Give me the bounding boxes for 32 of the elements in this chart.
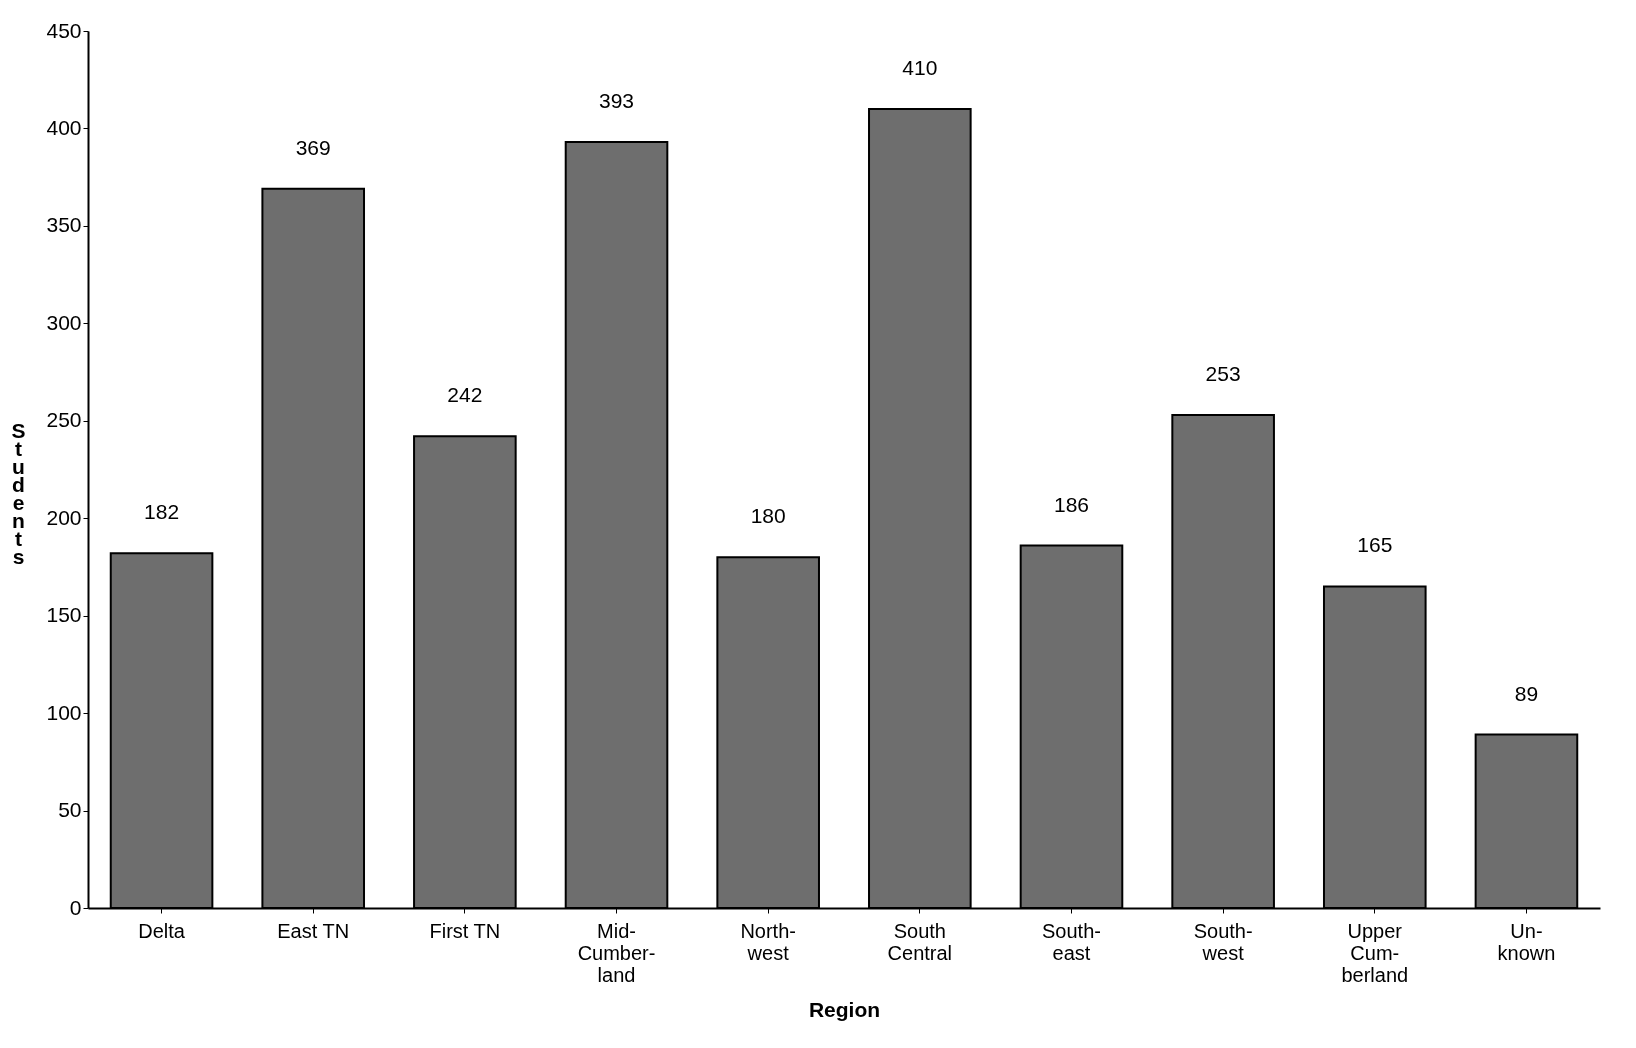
x-tick-label: East TN <box>277 919 350 942</box>
data-label: 89 <box>1514 681 1539 705</box>
data-label: 369 <box>295 135 331 159</box>
x-tick-label: Un- known <box>1497 919 1556 964</box>
x-tick-label: South Central <box>887 919 953 964</box>
y-tick-label: 100 <box>46 700 82 724</box>
x-axis-title: Region <box>808 997 881 1021</box>
x-tick-label: Delta <box>138 919 186 942</box>
y-tick-label: 350 <box>46 213 82 237</box>
data-label: 253 <box>1205 361 1241 385</box>
y-tick-label: 150 <box>46 603 82 627</box>
data-label: 165 <box>1357 533 1393 557</box>
y-tick-label: 50 <box>58 798 82 822</box>
y-tick-label: 400 <box>46 115 82 139</box>
data-label: 410 <box>902 55 938 79</box>
x-tick-label: South- east <box>1042 919 1101 964</box>
y-tick-label: 200 <box>46 505 82 529</box>
y-axis-title: Students <box>11 418 26 568</box>
data-label: 186 <box>1053 492 1090 516</box>
data-label: 182 <box>144 500 180 524</box>
data-label: 242 <box>447 383 483 407</box>
data-label: 180 <box>750 504 786 528</box>
y-tick-label: 250 <box>46 408 82 432</box>
x-tick-label: Upper Cum- berland <box>1341 919 1409 986</box>
x-tick-label: South- west <box>1193 919 1253 964</box>
x-tick-label: North- west <box>740 919 796 964</box>
y-tick-label: 450 <box>46 18 82 42</box>
x-tick-label: First TN <box>429 919 501 942</box>
data-label: 393 <box>598 89 635 113</box>
y-tick-label: 0 <box>69 895 82 919</box>
y-tick-label: 300 <box>46 310 82 334</box>
x-tick-label: Mid- Cumber- land <box>577 919 656 986</box>
